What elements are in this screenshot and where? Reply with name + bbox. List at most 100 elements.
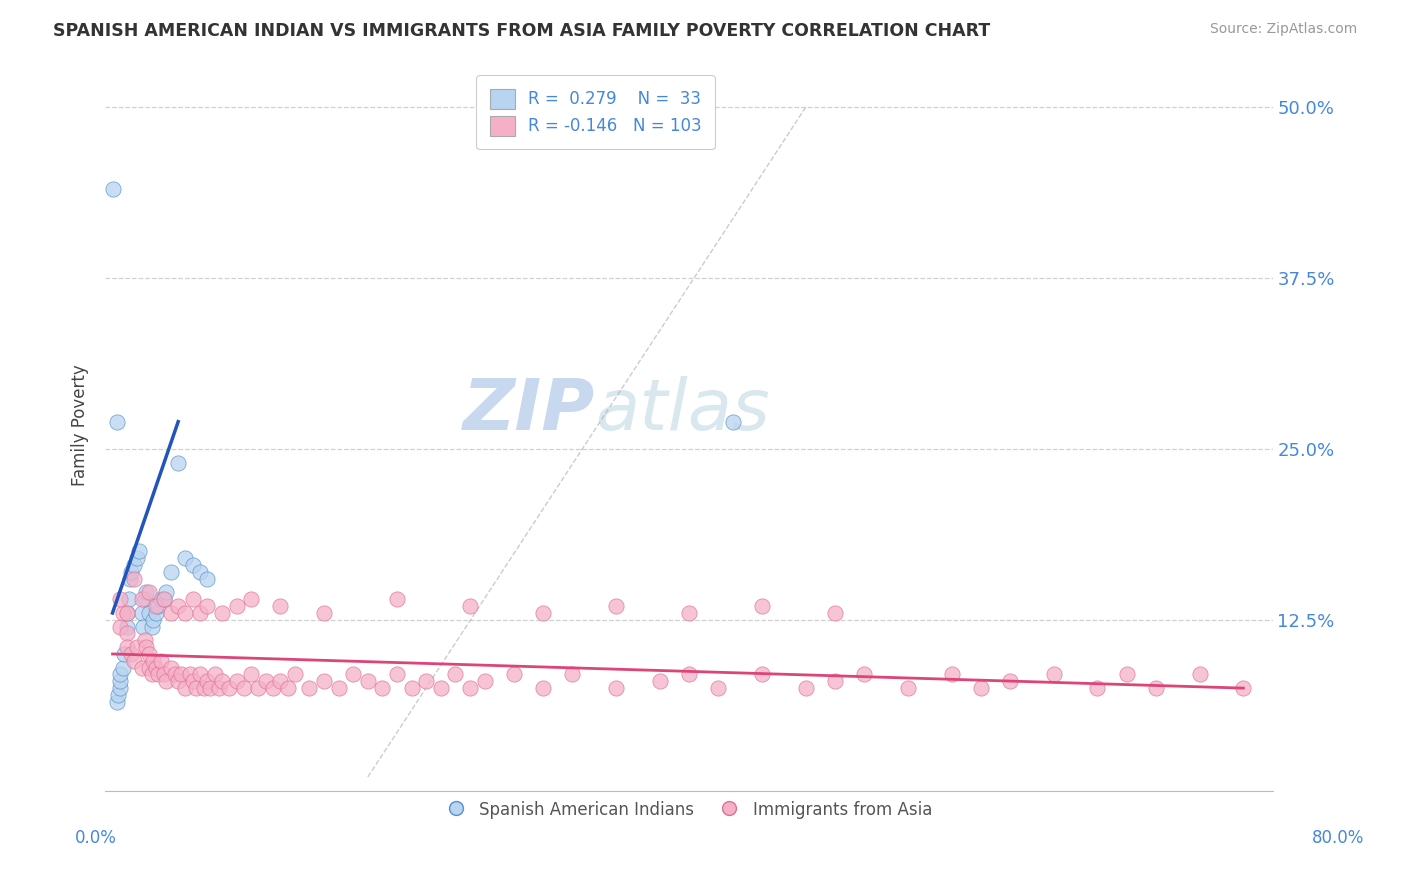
Point xyxy=(105,415,128,429)
Point xyxy=(531,606,554,620)
Point xyxy=(269,674,291,689)
Point xyxy=(138,660,160,674)
Point xyxy=(138,585,160,599)
Point xyxy=(430,681,453,695)
Point xyxy=(188,565,211,579)
Point xyxy=(502,667,524,681)
Point xyxy=(342,667,364,681)
Point xyxy=(111,660,134,674)
Point xyxy=(152,667,174,681)
Point xyxy=(208,681,231,695)
Point xyxy=(115,620,138,634)
Point xyxy=(131,606,153,620)
Point xyxy=(145,606,167,620)
Point xyxy=(204,667,226,681)
Point xyxy=(678,667,700,681)
Point xyxy=(115,606,138,620)
Point xyxy=(605,681,627,695)
Point xyxy=(167,456,190,470)
Point xyxy=(181,674,204,689)
Point xyxy=(240,667,263,681)
Point xyxy=(247,681,270,695)
Point xyxy=(141,667,163,681)
Point xyxy=(115,626,138,640)
Point xyxy=(135,640,157,654)
Point xyxy=(108,667,131,681)
Point xyxy=(160,660,183,674)
Point xyxy=(458,681,481,695)
Point xyxy=(269,599,291,614)
Point xyxy=(115,640,138,654)
Point xyxy=(174,551,197,566)
Text: ZIP: ZIP xyxy=(463,376,596,445)
Point xyxy=(232,681,254,695)
Point xyxy=(277,681,299,695)
Point xyxy=(458,599,481,614)
Point xyxy=(561,667,583,681)
Point xyxy=(1087,681,1109,695)
Point xyxy=(146,599,169,614)
Text: SPANISH AMERICAN INDIAN VS IMMIGRANTS FROM ASIA FAMILY POVERTY CORRELATION CHART: SPANISH AMERICAN INDIAN VS IMMIGRANTS FR… xyxy=(53,22,991,40)
Point xyxy=(195,674,218,689)
Point xyxy=(181,592,204,607)
Point xyxy=(145,599,167,614)
Point xyxy=(142,654,165,668)
Text: atlas: atlas xyxy=(596,376,770,445)
Point xyxy=(852,667,875,681)
Point xyxy=(170,667,193,681)
Point xyxy=(897,681,920,695)
Point xyxy=(115,606,138,620)
Point xyxy=(124,572,146,586)
Point xyxy=(112,647,135,661)
Point xyxy=(124,654,146,668)
Point xyxy=(167,674,190,689)
Point xyxy=(138,647,160,661)
Point xyxy=(605,599,627,614)
Point xyxy=(298,681,321,695)
Point xyxy=(1232,681,1254,695)
Point xyxy=(941,667,963,681)
Point xyxy=(401,681,423,695)
Point xyxy=(195,572,218,586)
Point xyxy=(1188,667,1211,681)
Point xyxy=(101,182,124,196)
Point xyxy=(200,681,222,695)
Point xyxy=(444,667,467,681)
Point xyxy=(127,551,149,566)
Point xyxy=(165,667,187,681)
Point xyxy=(531,681,554,695)
Point xyxy=(121,565,143,579)
Point xyxy=(131,660,153,674)
Point xyxy=(195,599,218,614)
Point xyxy=(678,606,700,620)
Point xyxy=(152,592,174,607)
Point xyxy=(155,585,177,599)
Point xyxy=(105,695,128,709)
Point xyxy=(314,674,336,689)
Point xyxy=(111,606,134,620)
Point xyxy=(155,674,177,689)
Point xyxy=(127,640,149,654)
Point xyxy=(142,613,165,627)
Point xyxy=(385,667,408,681)
Point xyxy=(970,681,993,695)
Point xyxy=(240,592,263,607)
Point xyxy=(108,620,131,634)
Point xyxy=(145,660,167,674)
Text: Source: ZipAtlas.com: Source: ZipAtlas.com xyxy=(1209,22,1357,37)
Point xyxy=(141,620,163,634)
Point xyxy=(174,606,197,620)
Point xyxy=(707,681,730,695)
Point xyxy=(174,681,197,695)
Point xyxy=(118,572,141,586)
Point xyxy=(188,667,211,681)
Point xyxy=(721,415,744,429)
Point xyxy=(128,544,150,558)
Text: 0.0%: 0.0% xyxy=(75,829,117,847)
Point xyxy=(385,592,408,607)
Point xyxy=(1042,667,1064,681)
Point xyxy=(193,681,215,695)
Point xyxy=(108,674,131,689)
Point xyxy=(167,599,190,614)
Point xyxy=(314,606,336,620)
